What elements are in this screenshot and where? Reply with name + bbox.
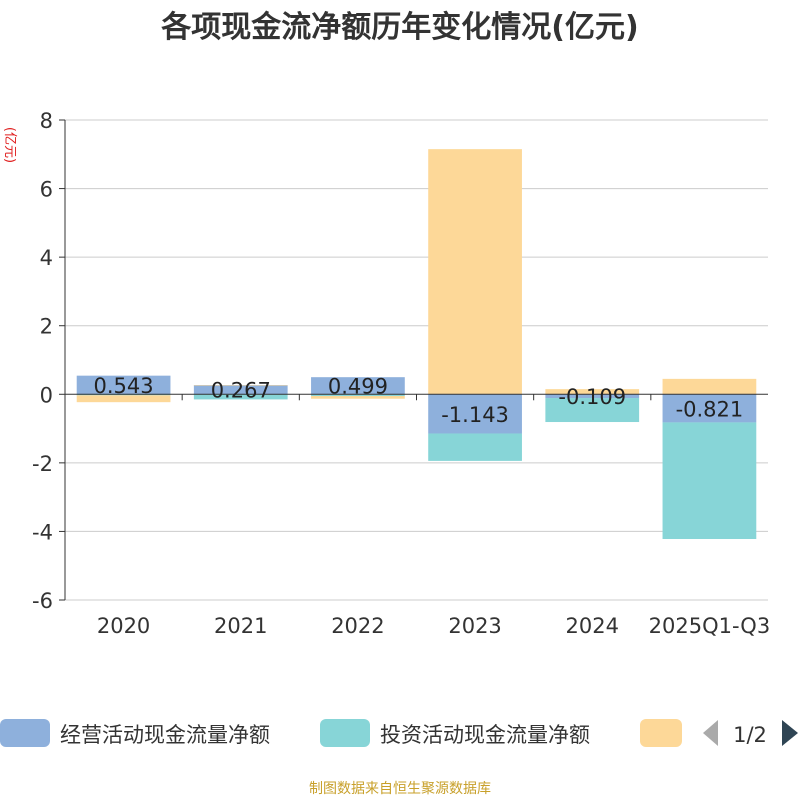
bar-series2-2021[interactable]: [193, 385, 288, 386]
x-tick-label: 2025Q1-Q3: [649, 614, 771, 638]
bar-series1-2020[interactable]: [76, 394, 171, 396]
bar-series2-2025Q1-Q3[interactable]: [662, 378, 757, 395]
x-tick-label: 2023: [448, 614, 501, 638]
y-tick-label: 2: [40, 315, 53, 339]
bar-series1-2024[interactable]: [545, 398, 640, 423]
bars: [76, 149, 757, 540]
data-label: -0.821: [676, 397, 744, 421]
chart-title: 各项现金流净额历年变化情况(亿元): [160, 10, 638, 45]
legend: 经营活动现金流量净额 投资活动现金流量净额 1/2: [0, 719, 798, 747]
bar-series1-2025Q1-Q3[interactable]: [662, 422, 757, 540]
y-tick-label: 4: [40, 246, 53, 270]
axes: 8 6 4 2 0 -2 -4 -6 2020 2021 2022 2023 2024 2025Q1-Q3: [32, 109, 770, 638]
legend-next-arrow-icon[interactable]: [782, 720, 798, 746]
legend-label-operating[interactable]: 经营活动现金流量净额: [60, 723, 270, 747]
bar-series2-2022[interactable]: [311, 396, 405, 399]
x-tick-label: 2024: [566, 614, 619, 638]
bar-series2-2023[interactable]: [428, 149, 522, 395]
legend-swatch-third[interactable]: [640, 719, 682, 747]
legend-label-investing[interactable]: 投资活动现金流量净额: [380, 723, 590, 747]
y-axis-label: (亿元): [2, 127, 17, 163]
bar-series2-2020[interactable]: [76, 395, 171, 403]
bar-series1-2023[interactable]: [428, 433, 522, 461]
bar-series1-2021[interactable]: [193, 394, 288, 400]
bar-series0-2021[interactable]: [193, 385, 288, 395]
legend-prev-arrow-icon[interactable]: [703, 720, 718, 746]
grid: [65, 119, 768, 601]
bar-series0-2025Q1-Q3[interactable]: [662, 394, 757, 423]
data-label: -1.143: [441, 403, 509, 427]
y-tick-label: 0: [40, 383, 53, 407]
x-tick-label: 2022: [331, 614, 384, 638]
bar-series2-2024[interactable]: [545, 389, 640, 395]
bar-series1-2022[interactable]: [311, 394, 405, 396]
y-tick-label: 8: [40, 109, 53, 133]
bar-series0-2024[interactable]: [545, 394, 640, 399]
legend-swatch-operating[interactable]: [0, 719, 50, 747]
bar-series0-2022[interactable]: [311, 377, 405, 395]
bar-series0-2023[interactable]: [428, 394, 522, 434]
y-tick-label: -4: [32, 520, 53, 544]
legend-page-indicator: 1/2: [733, 723, 767, 747]
data-label: -0.109: [558, 385, 626, 409]
data-label: 0.267: [211, 379, 271, 403]
legend-swatch-investing[interactable]: [320, 719, 370, 747]
bar-series0-2020[interactable]: [76, 375, 171, 395]
y-tick-label: -2: [32, 452, 53, 476]
data-label: 0.543: [94, 374, 154, 398]
x-tick-label: 2021: [214, 614, 267, 638]
data-label: 0.499: [328, 375, 388, 399]
x-tick-label: 2020: [97, 614, 150, 638]
y-tick-label: 6: [40, 178, 53, 202]
source-footer: 制图数据来自恒生聚源数据库: [309, 781, 491, 797]
data-labels: 0.543 0.267 0.499 -1.143 -0.109 -0.821: [94, 374, 744, 427]
y-tick-label: -6: [32, 589, 53, 613]
